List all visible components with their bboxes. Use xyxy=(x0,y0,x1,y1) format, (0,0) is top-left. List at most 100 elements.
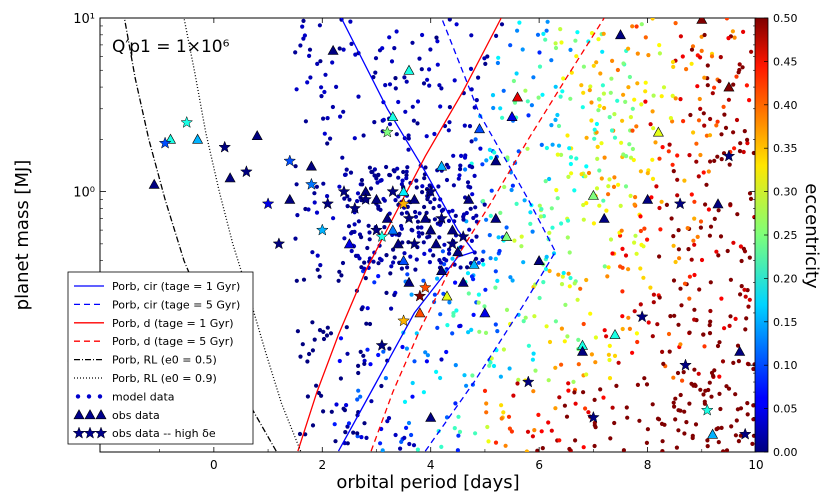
model-point xyxy=(348,19,353,24)
model-point xyxy=(695,84,700,89)
model-point xyxy=(528,210,533,215)
model-point xyxy=(718,55,723,60)
model-point xyxy=(742,129,747,134)
model-point xyxy=(453,280,458,285)
model-point xyxy=(471,215,476,221)
model-point xyxy=(620,118,625,123)
obs-triangle xyxy=(430,238,442,249)
model-point xyxy=(541,214,547,219)
model-point xyxy=(666,149,671,154)
model-point xyxy=(414,178,419,183)
model-point xyxy=(310,250,315,255)
obs-triangle xyxy=(723,81,735,92)
model-point xyxy=(531,351,536,356)
model-point xyxy=(643,99,648,104)
model-point xyxy=(623,99,628,104)
model-point xyxy=(315,267,320,272)
model-point xyxy=(487,233,492,238)
model-point xyxy=(413,214,419,219)
model-point xyxy=(701,392,706,397)
model-point xyxy=(406,240,411,245)
model-point xyxy=(633,233,638,238)
model-point xyxy=(660,439,665,444)
model-point xyxy=(667,142,672,147)
model-point xyxy=(561,270,566,276)
legend-label: Porb, RL (e0 = 0.9) xyxy=(112,372,217,385)
model-point xyxy=(704,182,709,187)
model-point xyxy=(446,165,451,170)
model-point xyxy=(498,374,503,379)
legend-label: Porb, cir (tage = 5 Gyr) xyxy=(112,298,240,311)
model-point xyxy=(323,72,328,77)
model-point xyxy=(586,170,592,176)
model-point xyxy=(550,142,555,147)
model-point xyxy=(399,266,404,271)
model-point xyxy=(387,35,392,40)
model-point xyxy=(715,154,720,159)
model-point xyxy=(558,94,563,99)
obs-triangle xyxy=(224,172,236,183)
model-point xyxy=(621,92,626,97)
model-point xyxy=(474,213,479,218)
model-point xyxy=(708,280,713,285)
model-point xyxy=(495,329,500,334)
model-point xyxy=(717,79,722,84)
model-point xyxy=(675,370,681,376)
model-point xyxy=(393,86,398,91)
model-point xyxy=(707,380,712,385)
model-point xyxy=(447,105,452,110)
model-point xyxy=(482,202,487,207)
model-point xyxy=(536,95,541,100)
model-point xyxy=(566,381,571,386)
model-point xyxy=(555,196,560,201)
model-point xyxy=(499,22,505,27)
model-point xyxy=(705,444,710,449)
obs-triangle xyxy=(381,212,393,223)
model-point xyxy=(687,296,692,301)
model-point xyxy=(674,445,680,450)
model-point xyxy=(608,90,613,95)
model-point xyxy=(384,253,389,258)
model-point xyxy=(523,315,528,320)
model-point xyxy=(680,378,685,383)
model-point xyxy=(341,47,346,52)
model-point xyxy=(639,22,644,27)
model-point xyxy=(337,46,342,51)
obs-star xyxy=(679,358,692,371)
model-point xyxy=(631,157,636,163)
model-point xyxy=(525,99,530,104)
model-point xyxy=(628,115,634,120)
model-point xyxy=(440,249,445,254)
model-point xyxy=(588,84,593,89)
model-point xyxy=(365,245,370,251)
legend-marker xyxy=(84,409,96,420)
model-point xyxy=(325,325,330,330)
model-point xyxy=(301,277,307,282)
model-point xyxy=(422,251,427,256)
model-point xyxy=(673,21,678,26)
model-point xyxy=(673,417,678,422)
colorbar-tick-label: 0.45 xyxy=(773,55,798,68)
model-point xyxy=(507,366,512,371)
model-point xyxy=(620,326,625,332)
y-axis-label: planet mass [MJ] xyxy=(12,160,33,311)
model-point xyxy=(332,422,337,427)
model-point xyxy=(657,51,663,56)
model-point xyxy=(555,152,560,157)
obs-triangle xyxy=(387,111,399,121)
model-point xyxy=(367,230,372,235)
model-point xyxy=(727,323,732,328)
obs-triangle xyxy=(696,18,708,24)
model-point xyxy=(566,271,571,276)
model-point xyxy=(493,269,498,274)
model-point xyxy=(696,118,702,123)
model-point xyxy=(537,295,542,301)
model-point xyxy=(630,146,636,152)
model-point xyxy=(721,104,726,109)
model-point xyxy=(559,362,564,367)
obs-star xyxy=(315,223,329,236)
model-point xyxy=(437,204,442,209)
x-tick-label: 6 xyxy=(535,458,543,472)
model-point xyxy=(507,426,512,431)
model-point xyxy=(568,275,573,281)
